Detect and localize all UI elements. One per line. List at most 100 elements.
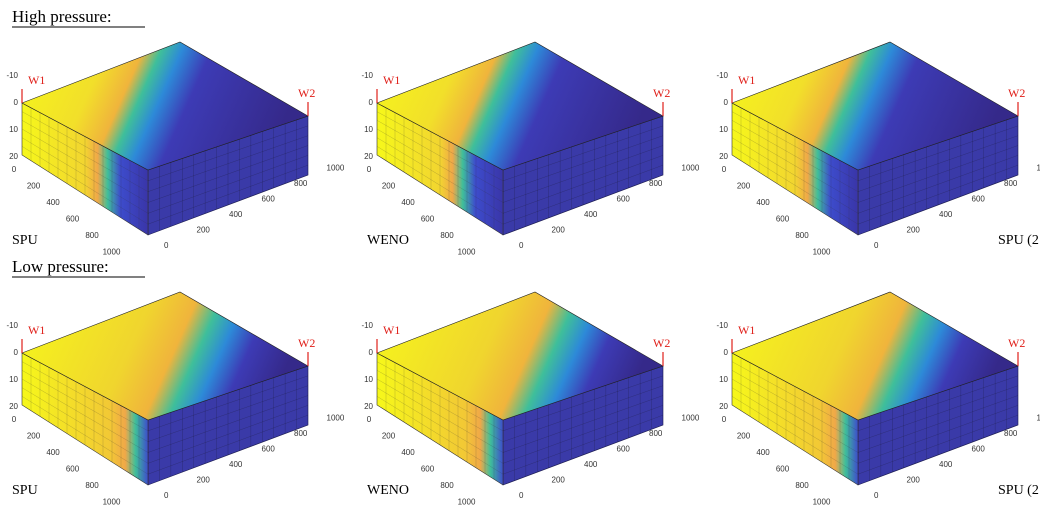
x-tick-label: 800: [85, 231, 99, 240]
x-tick-label: 600: [776, 465, 790, 474]
x-tick-label: 600: [66, 215, 80, 224]
x-tick-label: 200: [737, 182, 751, 191]
y-tick-label: 800: [1004, 429, 1018, 438]
y-tick-label: 400: [229, 460, 243, 469]
well-label: W1: [28, 73, 45, 87]
z-tick-label: 20: [364, 152, 373, 161]
x-tick-label: 800: [795, 481, 809, 490]
z-tick-label: 0: [724, 348, 729, 357]
x-tick-label: 1000: [458, 498, 476, 507]
panel-label: WENO: [367, 233, 409, 248]
z-tick-label: 10: [364, 125, 373, 134]
y-tick-label: 600: [972, 195, 986, 204]
y-tick-label: 400: [584, 460, 598, 469]
z-tick-label: 10: [9, 375, 18, 384]
well-label: W1: [28, 323, 45, 337]
y-tick-label: 400: [939, 210, 953, 219]
x-tick-label: 0: [367, 165, 372, 174]
y-tick-label: 600: [262, 195, 276, 204]
z-tick-label: 20: [719, 402, 728, 411]
z-tick-label: -10: [716, 321, 728, 330]
z-tick-label: 10: [719, 375, 728, 384]
x-tick-label: 0: [722, 165, 727, 174]
x-tick-label: 1000: [103, 248, 121, 257]
x-tick-label: 600: [421, 465, 435, 474]
well-label: W2: [1008, 336, 1025, 350]
y-tick-label: 0: [519, 491, 524, 500]
x-tick-label: 0: [367, 415, 372, 424]
x-tick-label: 400: [756, 198, 770, 207]
panel-label: SPU (2 × 2 × 1): [998, 233, 1040, 248]
y-tick-label: 400: [939, 460, 953, 469]
y-tick-label: 600: [617, 445, 631, 454]
well-label: W1: [738, 73, 755, 87]
y-tick-label: 800: [1004, 179, 1018, 188]
x-tick-label: 400: [401, 198, 415, 207]
y-tick-label: 1000: [327, 414, 345, 423]
z-tick-label: 0: [14, 348, 19, 357]
y-tick-label: 800: [294, 179, 308, 188]
z-tick-label: 0: [724, 98, 729, 107]
y-tick-label: 1000: [1037, 414, 1040, 423]
y-tick-label: 400: [584, 210, 598, 219]
x-tick-label: 800: [440, 231, 454, 240]
z-tick-label: 10: [719, 125, 728, 134]
z-tick-label: -10: [6, 71, 18, 80]
panel: W1W2-10010200200400600800100002004006008…: [6, 42, 344, 257]
z-tick-label: 10: [364, 375, 373, 384]
panel: W1W2-10010200200400600800100002004006008…: [361, 42, 699, 257]
y-tick-label: 800: [294, 429, 308, 438]
panel-label: WENO: [367, 483, 409, 498]
figure: High pressure:W1W2-100102002004006008001…: [0, 0, 1040, 516]
section-title: High pressure:: [12, 7, 112, 26]
x-tick-label: 1000: [458, 248, 476, 257]
panel: W1W2-10010200200400600800100002004006008…: [361, 292, 699, 507]
y-tick-label: 0: [164, 491, 169, 500]
y-tick-label: 200: [552, 226, 566, 235]
x-tick-label: 200: [737, 432, 751, 441]
well-label: W2: [653, 336, 670, 350]
well-label: W2: [653, 86, 670, 100]
x-tick-label: 400: [46, 448, 60, 457]
y-tick-label: 200: [907, 226, 921, 235]
y-tick-label: 1000: [682, 414, 700, 423]
panel: W1W2-10010200200400600800100002004006008…: [716, 292, 1040, 507]
panel: W1W2-10010200200400600800100002004006008…: [6, 292, 344, 507]
y-tick-label: 400: [229, 210, 243, 219]
x-tick-label: 1000: [813, 498, 831, 507]
section-title: Low pressure:: [12, 257, 109, 276]
x-tick-label: 200: [27, 182, 41, 191]
y-tick-label: 600: [262, 445, 276, 454]
x-tick-label: 400: [756, 448, 770, 457]
x-tick-label: 400: [46, 198, 60, 207]
x-tick-label: 600: [776, 215, 790, 224]
z-tick-label: 0: [14, 98, 19, 107]
x-tick-label: 1000: [103, 498, 121, 507]
well-label: W1: [383, 73, 400, 87]
x-tick-label: 200: [382, 432, 396, 441]
z-tick-label: -10: [716, 71, 728, 80]
well-label: W2: [1008, 86, 1025, 100]
z-tick-label: 20: [719, 152, 728, 161]
y-tick-label: 200: [197, 226, 211, 235]
z-tick-label: 0: [369, 348, 374, 357]
x-tick-label: 0: [12, 415, 17, 424]
y-tick-label: 1000: [682, 164, 700, 173]
well-label: W2: [298, 86, 315, 100]
y-tick-label: 200: [197, 476, 211, 485]
y-tick-label: 0: [874, 491, 879, 500]
x-tick-label: 800: [795, 231, 809, 240]
x-tick-label: 800: [85, 481, 99, 490]
x-tick-label: 0: [722, 415, 727, 424]
z-tick-label: -10: [6, 321, 18, 330]
z-tick-label: 20: [9, 402, 18, 411]
y-tick-label: 0: [164, 241, 169, 250]
y-tick-label: 1000: [327, 164, 345, 173]
z-tick-label: 20: [9, 152, 18, 161]
y-tick-label: 800: [649, 179, 663, 188]
panel: W1W2-10010200200400600800100002004006008…: [716, 42, 1040, 257]
well-label: W1: [738, 323, 755, 337]
y-tick-label: 600: [972, 445, 986, 454]
x-tick-label: 0: [12, 165, 17, 174]
panel-label: SPU (2 × 2 × 1): [998, 483, 1040, 498]
